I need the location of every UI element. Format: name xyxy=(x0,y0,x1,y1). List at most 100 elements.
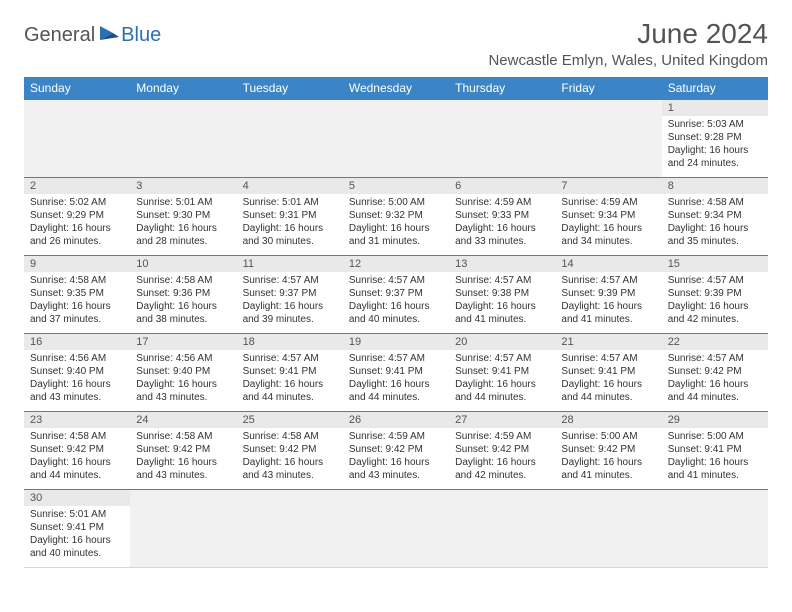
day-details: Sunrise: 4:57 AMSunset: 9:41 PMDaylight:… xyxy=(237,350,343,408)
day-details: Sunrise: 4:58 AMSunset: 9:36 PMDaylight:… xyxy=(130,272,236,330)
day-details: Sunrise: 4:57 AMSunset: 9:37 PMDaylight:… xyxy=(343,272,449,330)
weekday-header: Tuesday xyxy=(237,77,343,100)
day-details: Sunrise: 4:58 AMSunset: 9:42 PMDaylight:… xyxy=(130,428,236,486)
day-number: 27 xyxy=(449,412,555,428)
calendar-row: 16Sunrise: 4:56 AMSunset: 9:40 PMDayligh… xyxy=(24,334,768,412)
day-number: 7 xyxy=(555,178,661,194)
calendar-row: 2Sunrise: 5:02 AMSunset: 9:29 PMDaylight… xyxy=(24,178,768,256)
calendar-cell: 20Sunrise: 4:57 AMSunset: 9:41 PMDayligh… xyxy=(449,334,555,412)
calendar-body: 1Sunrise: 5:03 AMSunset: 9:28 PMDaylight… xyxy=(24,100,768,568)
day-number: 11 xyxy=(237,256,343,272)
day-number: 26 xyxy=(343,412,449,428)
calendar-cell: 11Sunrise: 4:57 AMSunset: 9:37 PMDayligh… xyxy=(237,256,343,334)
day-details: Sunrise: 4:56 AMSunset: 9:40 PMDaylight:… xyxy=(130,350,236,408)
day-details: Sunrise: 4:58 AMSunset: 9:42 PMDaylight:… xyxy=(237,428,343,486)
calendar-row: 9Sunrise: 4:58 AMSunset: 9:35 PMDaylight… xyxy=(24,256,768,334)
calendar-cell: 18Sunrise: 4:57 AMSunset: 9:41 PMDayligh… xyxy=(237,334,343,412)
day-details: Sunrise: 5:01 AMSunset: 9:41 PMDaylight:… xyxy=(24,506,130,564)
calendar-cell: 13Sunrise: 4:57 AMSunset: 9:38 PMDayligh… xyxy=(449,256,555,334)
calendar-cell: 2Sunrise: 5:02 AMSunset: 9:29 PMDaylight… xyxy=(24,178,130,256)
calendar-cell: 30Sunrise: 5:01 AMSunset: 9:41 PMDayligh… xyxy=(24,490,130,568)
day-number: 29 xyxy=(662,412,768,428)
calendar-cell: 21Sunrise: 4:57 AMSunset: 9:41 PMDayligh… xyxy=(555,334,661,412)
day-number: 12 xyxy=(343,256,449,272)
day-number: 5 xyxy=(343,178,449,194)
calendar-cell: 3Sunrise: 5:01 AMSunset: 9:30 PMDaylight… xyxy=(130,178,236,256)
calendar-cell xyxy=(555,100,661,178)
calendar-cell xyxy=(343,490,449,568)
day-number: 3 xyxy=(130,178,236,194)
calendar-cell xyxy=(662,490,768,568)
calendar-cell: 24Sunrise: 4:58 AMSunset: 9:42 PMDayligh… xyxy=(130,412,236,490)
day-details: Sunrise: 5:03 AMSunset: 9:28 PMDaylight:… xyxy=(662,116,768,174)
day-number: 20 xyxy=(449,334,555,350)
calendar-cell: 23Sunrise: 4:58 AMSunset: 9:42 PMDayligh… xyxy=(24,412,130,490)
day-number: 28 xyxy=(555,412,661,428)
calendar-cell: 17Sunrise: 4:56 AMSunset: 9:40 PMDayligh… xyxy=(130,334,236,412)
month-title: June 2024 xyxy=(488,18,768,50)
day-details: Sunrise: 5:00 AMSunset: 9:32 PMDaylight:… xyxy=(343,194,449,252)
day-number: 17 xyxy=(130,334,236,350)
day-details: Sunrise: 4:59 AMSunset: 9:34 PMDaylight:… xyxy=(555,194,661,252)
calendar-cell xyxy=(343,100,449,178)
day-details: Sunrise: 4:57 AMSunset: 9:39 PMDaylight:… xyxy=(555,272,661,330)
calendar-cell xyxy=(130,490,236,568)
calendar-cell: 5Sunrise: 5:00 AMSunset: 9:32 PMDaylight… xyxy=(343,178,449,256)
calendar-cell: 10Sunrise: 4:58 AMSunset: 9:36 PMDayligh… xyxy=(130,256,236,334)
weekday-header: Sunday xyxy=(24,77,130,100)
calendar-cell: 14Sunrise: 4:57 AMSunset: 9:39 PMDayligh… xyxy=(555,256,661,334)
day-details: Sunrise: 4:56 AMSunset: 9:40 PMDaylight:… xyxy=(24,350,130,408)
weekday-header: Friday xyxy=(555,77,661,100)
calendar-cell: 12Sunrise: 4:57 AMSunset: 9:37 PMDayligh… xyxy=(343,256,449,334)
weekday-header: Thursday xyxy=(449,77,555,100)
calendar-cell: 29Sunrise: 5:00 AMSunset: 9:41 PMDayligh… xyxy=(662,412,768,490)
logo-text-general: General xyxy=(24,24,95,47)
calendar-cell xyxy=(555,490,661,568)
calendar-cell: 1Sunrise: 5:03 AMSunset: 9:28 PMDaylight… xyxy=(662,100,768,178)
day-number: 4 xyxy=(237,178,343,194)
calendar-cell: 26Sunrise: 4:59 AMSunset: 9:42 PMDayligh… xyxy=(343,412,449,490)
day-details: Sunrise: 4:58 AMSunset: 9:34 PMDaylight:… xyxy=(662,194,768,252)
day-number: 16 xyxy=(24,334,130,350)
day-number: 2 xyxy=(24,178,130,194)
day-number: 18 xyxy=(237,334,343,350)
calendar-cell: 28Sunrise: 5:00 AMSunset: 9:42 PMDayligh… xyxy=(555,412,661,490)
day-number: 22 xyxy=(662,334,768,350)
calendar-row: 23Sunrise: 4:58 AMSunset: 9:42 PMDayligh… xyxy=(24,412,768,490)
day-number: 14 xyxy=(555,256,661,272)
calendar-cell: 7Sunrise: 4:59 AMSunset: 9:34 PMDaylight… xyxy=(555,178,661,256)
day-details: Sunrise: 4:57 AMSunset: 9:38 PMDaylight:… xyxy=(449,272,555,330)
calendar-cell: 15Sunrise: 4:57 AMSunset: 9:39 PMDayligh… xyxy=(662,256,768,334)
calendar-cell: 8Sunrise: 4:58 AMSunset: 9:34 PMDaylight… xyxy=(662,178,768,256)
day-number: 13 xyxy=(449,256,555,272)
day-number: 19 xyxy=(343,334,449,350)
calendar-cell: 16Sunrise: 4:56 AMSunset: 9:40 PMDayligh… xyxy=(24,334,130,412)
day-details: Sunrise: 4:57 AMSunset: 9:41 PMDaylight:… xyxy=(343,350,449,408)
day-details: Sunrise: 5:00 AMSunset: 9:41 PMDaylight:… xyxy=(662,428,768,486)
day-number: 21 xyxy=(555,334,661,350)
calendar-row: 30Sunrise: 5:01 AMSunset: 9:41 PMDayligh… xyxy=(24,490,768,568)
header: General Blue June 2024 Newcastle Emlyn, … xyxy=(24,18,768,69)
weekday-header-row: SundayMondayTuesdayWednesdayThursdayFrid… xyxy=(24,77,768,100)
calendar-cell xyxy=(449,490,555,568)
calendar-cell xyxy=(237,100,343,178)
day-details: Sunrise: 4:59 AMSunset: 9:42 PMDaylight:… xyxy=(343,428,449,486)
day-number: 15 xyxy=(662,256,768,272)
calendar-cell: 19Sunrise: 4:57 AMSunset: 9:41 PMDayligh… xyxy=(343,334,449,412)
day-details: Sunrise: 5:01 AMSunset: 9:31 PMDaylight:… xyxy=(237,194,343,252)
calendar-cell xyxy=(237,490,343,568)
day-details: Sunrise: 4:58 AMSunset: 9:42 PMDaylight:… xyxy=(24,428,130,486)
day-details: Sunrise: 4:57 AMSunset: 9:41 PMDaylight:… xyxy=(449,350,555,408)
day-number: 10 xyxy=(130,256,236,272)
day-number: 30 xyxy=(24,490,130,506)
day-details: Sunrise: 4:59 AMSunset: 9:42 PMDaylight:… xyxy=(449,428,555,486)
day-details: Sunrise: 5:02 AMSunset: 9:29 PMDaylight:… xyxy=(24,194,130,252)
calendar-cell: 9Sunrise: 4:58 AMSunset: 9:35 PMDaylight… xyxy=(24,256,130,334)
day-details: Sunrise: 4:57 AMSunset: 9:42 PMDaylight:… xyxy=(662,350,768,408)
day-details: Sunrise: 4:58 AMSunset: 9:35 PMDaylight:… xyxy=(24,272,130,330)
day-details: Sunrise: 5:01 AMSunset: 9:30 PMDaylight:… xyxy=(130,194,236,252)
day-number: 6 xyxy=(449,178,555,194)
calendar-row: 1Sunrise: 5:03 AMSunset: 9:28 PMDaylight… xyxy=(24,100,768,178)
flag-icon xyxy=(99,24,121,47)
day-details: Sunrise: 4:57 AMSunset: 9:37 PMDaylight:… xyxy=(237,272,343,330)
